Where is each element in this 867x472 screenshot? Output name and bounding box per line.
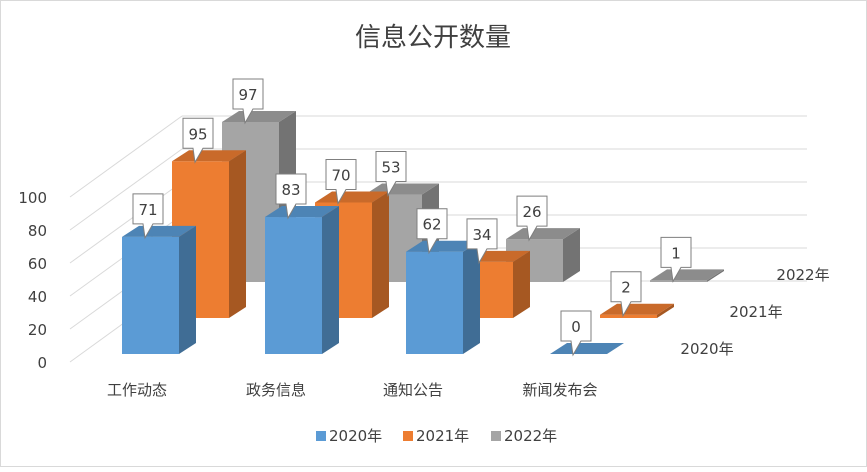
chart-title: 信息公开数量 — [355, 23, 511, 53]
y-tick-label: 20 — [28, 321, 47, 339]
bar-side — [322, 206, 339, 354]
category-label: 通知公告 — [383, 381, 443, 399]
category-label: 政务信息 — [246, 381, 306, 399]
series-axis-label: 2020年 — [680, 340, 733, 358]
y-tick-label: 40 — [28, 288, 47, 306]
series-axis-label: 2022年 — [776, 266, 829, 284]
bar-front — [265, 217, 322, 354]
bar-side — [463, 241, 480, 354]
series-axis-label: 2021年 — [729, 303, 782, 321]
data-label-text: 0 — [571, 318, 581, 336]
bar-front — [650, 280, 707, 282]
bar-side — [372, 192, 389, 319]
y-tick-label: 60 — [28, 255, 47, 273]
bar-side — [229, 150, 246, 318]
y-tick-label: 100 — [18, 189, 47, 207]
bar-front — [600, 315, 657, 318]
y-tick-label: 0 — [37, 354, 47, 372]
legend-swatch — [403, 431, 413, 441]
legend-label: 2021年 — [416, 427, 469, 445]
legend-label: 2022年 — [504, 427, 557, 445]
data-label-text: 71 — [138, 201, 157, 219]
y-tick-label: 80 — [28, 222, 47, 240]
data-label-text: 95 — [188, 125, 207, 143]
data-label-text: 70 — [331, 167, 350, 185]
legend-swatch — [491, 431, 501, 441]
category-label: 新闻发布会 — [522, 381, 597, 399]
data-label-text: 53 — [381, 159, 400, 177]
legend-label: 2020年 — [329, 427, 382, 445]
data-label-text: 34 — [472, 226, 491, 244]
bar-front — [122, 237, 179, 354]
data-label-text: 26 — [522, 203, 541, 221]
bar-front — [406, 252, 463, 354]
bar-side — [179, 226, 196, 354]
data-label-text: 83 — [281, 181, 300, 199]
bar — [122, 226, 196, 354]
legend: 2020年 2021年 2022年 — [316, 427, 557, 445]
data-label-text: 62 — [422, 216, 441, 234]
category-label: 工作动态 — [107, 381, 167, 399]
data-label-text: 1 — [671, 244, 681, 262]
bar-side — [513, 251, 530, 318]
data-label-text: 97 — [238, 86, 257, 104]
bar — [265, 206, 339, 354]
legend-swatch — [316, 431, 326, 441]
bar — [406, 241, 480, 354]
data-label-text: 2 — [621, 279, 631, 297]
